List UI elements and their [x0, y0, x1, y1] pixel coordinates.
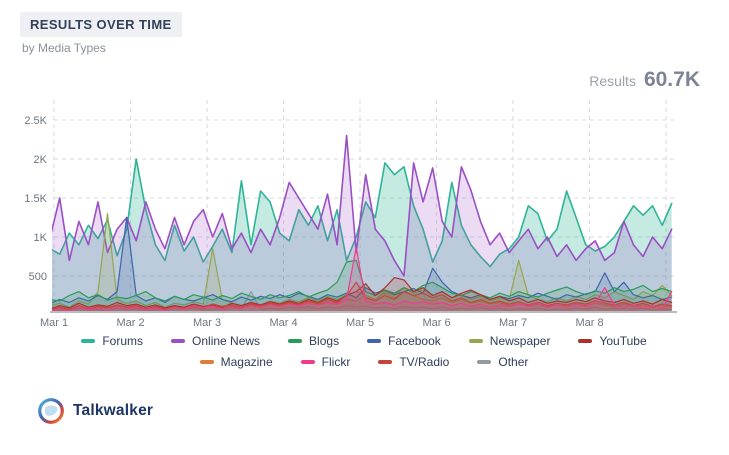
series-line-youtube [52, 277, 673, 309]
legend-item-forums[interactable]: Forums [81, 334, 143, 348]
legend-item-magazine[interactable]: Magazine [199, 355, 273, 369]
chart-gridlines [53, 100, 677, 312]
legend-label: Newspaper [489, 334, 551, 348]
x-axis-label: Mar 3 [193, 317, 221, 329]
legend-label: TV/Radio [399, 355, 450, 369]
legend-label: Forums [102, 334, 144, 348]
legend-label: Blogs [309, 334, 340, 348]
series-line-flickr [52, 246, 673, 312]
legend-swatch-newspaper [468, 339, 483, 343]
y-axis-label: 500 [29, 271, 47, 283]
y-axis-label: 1.5K [24, 193, 47, 205]
series-area-facebook [52, 217, 672, 312]
series-line-magazine [52, 291, 673, 311]
chart-legend: Forums Online News Blogs Facebook Newspaper Y… [24, 332, 704, 371]
results-label: Results [589, 73, 636, 89]
x-axis-label: Mar 2 [116, 317, 144, 329]
legend-item-blogs[interactable]: Blogs [288, 334, 339, 348]
x-axis-label: Mar 5 [346, 317, 374, 329]
legend-label: Magazine [220, 355, 273, 369]
series-area-youtube [52, 277, 672, 312]
series-line-facebook [52, 216, 673, 304]
talkwalker-logo-icon [38, 398, 64, 424]
legend-swatch-other [477, 360, 492, 364]
legend-label: YouTube [599, 334, 647, 348]
series-area-magazine [52, 291, 672, 312]
x-axis-label: Mar 4 [269, 317, 297, 329]
legend-swatch-blogs [288, 339, 303, 343]
page-title: RESULTS OVER TIME [20, 12, 182, 37]
legend-swatch-forums [81, 339, 96, 343]
x-axis-label: Mar 7 [499, 317, 527, 329]
legend-swatch-youtube [578, 339, 593, 343]
legend-swatch-flickr [300, 360, 315, 364]
legend-label: Flickr [321, 355, 351, 369]
chart-axes: 500 1K 1.5K 2K 2.5K Mar 1 Mar 2 Mar 3 Mar 4 Mar 5… [24, 115, 677, 329]
series-line-tv-radio [52, 281, 673, 311]
y-axis-label: 2K [34, 154, 48, 166]
x-axis-label: Mar 6 [422, 317, 450, 329]
legend-swatch-magazine [199, 360, 214, 364]
y-axis-label: 1K [34, 232, 48, 244]
results-summary: Results 60.7K [589, 68, 700, 92]
legend-item-youtube[interactable]: YouTube [578, 334, 647, 348]
legend-label: Other [498, 355, 529, 369]
series-area-forums [52, 159, 672, 312]
legend-item-other[interactable]: Other [477, 355, 528, 369]
x-axis-label: Mar 1 [40, 317, 68, 329]
talkwalker-logo: Talkwalker [38, 398, 153, 424]
legend-label: Online News [192, 334, 261, 348]
results-value: 60.7K [643, 68, 700, 91]
page-subtitle: by Media Types [22, 41, 106, 55]
legend-item-tv-radio[interactable]: TV/Radio [378, 355, 449, 369]
x-axis-label: Mar 8 [575, 317, 603, 329]
legend-item-facebook[interactable]: Facebook [367, 334, 441, 348]
legend-swatch-tv-radio [378, 360, 393, 364]
legend-item-newspaper[interactable]: Newspaper [468, 334, 551, 348]
series-line-online-news [52, 134, 673, 277]
legend-item-online-news[interactable]: Online News [171, 334, 260, 348]
series-line-other [52, 291, 673, 312]
legend-swatch-online-news [171, 339, 186, 343]
legend-item-flickr[interactable]: Flickr [300, 355, 351, 369]
talkwalker-logo-text: Talkwalker [73, 402, 154, 419]
series-area-newspaper [52, 213, 672, 312]
y-axis-label: 2.5K [24, 115, 47, 127]
legend-label: Facebook [388, 334, 441, 348]
chart-series [52, 134, 673, 312]
series-area-other [52, 291, 672, 312]
legend-swatch-facebook [367, 339, 382, 343]
